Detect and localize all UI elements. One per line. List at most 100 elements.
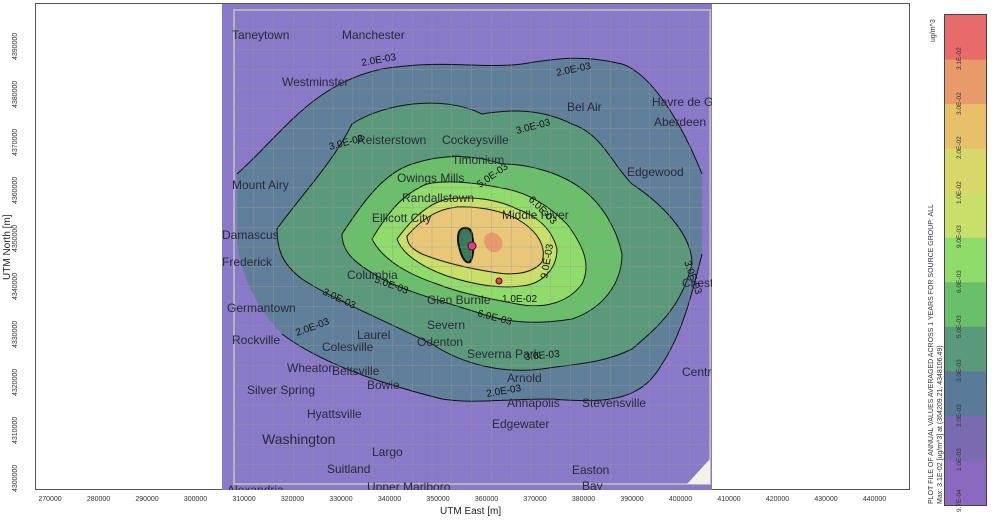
- place-label: Odenton: [417, 335, 463, 349]
- colorbar-unit: ug/m^3: [930, 19, 937, 42]
- concentration-map: Taneytown Manchester Westminster Bel Air Hav…: [222, 4, 712, 490]
- place-label: Annapolis: [507, 396, 560, 410]
- colorbar-segment: [945, 237, 986, 284]
- place-label: Owings Mills: [397, 171, 464, 185]
- place-label: Severn: [427, 318, 465, 332]
- place-label: Laurel: [357, 328, 390, 342]
- place-label: Rockville: [232, 333, 280, 347]
- x-tick-label: 400000: [668, 496, 693, 503]
- colorbar-segment: [945, 326, 986, 373]
- x-tick-label: 330000: [329, 496, 353, 503]
- place-label: Glen Burnie: [427, 293, 491, 307]
- grid: [233, 9, 710, 485]
- map-area[interactable]: Taneytown Manchester Westminster Bel Air Hav…: [222, 4, 712, 490]
- colorbar-segment: [945, 104, 986, 150]
- x-tick-label: 360000: [474, 496, 499, 503]
- x-tick-label: 300000: [183, 496, 208, 503]
- place-label: Silver Spring: [247, 383, 315, 397]
- place-label: Edgewood: [627, 165, 684, 179]
- place-label: Germantown: [227, 301, 296, 315]
- colorbar-level-label: 5.0E-03: [956, 314, 963, 338]
- place-label: Washington: [262, 431, 335, 447]
- colorbar: [944, 14, 987, 506]
- colorbar-level-label: 9.0E-03: [956, 225, 963, 249]
- colorbar-segment: [945, 415, 986, 462]
- colorbar-segment: [945, 148, 986, 195]
- x-tick-label: 270000: [38, 496, 62, 503]
- place-label: Bowie: [367, 378, 400, 392]
- contour-lines: [236, 57, 703, 402]
- place-label: Taneytown: [232, 28, 289, 42]
- y-tick-label: 4310000: [12, 416, 19, 444]
- place-label: Westminster: [282, 75, 348, 89]
- place-label: Edgewater: [492, 417, 549, 431]
- contour-2e-2: [483, 232, 503, 253]
- x-tick-label: 390000: [620, 496, 644, 503]
- contour-1e-2: [407, 206, 544, 274]
- x-axis-title: UTM East [m]: [440, 506, 502, 517]
- place-label: Hyattsville: [307, 407, 362, 421]
- colorbar-level-label: 3.0E-03: [956, 359, 963, 383]
- place-label: Aberdeen: [654, 115, 706, 129]
- y-tick-label: 4380000: [12, 80, 19, 108]
- max-point-marker[interactable]: [467, 241, 477, 251]
- x-tick-label: 370000: [523, 496, 547, 503]
- colorbar-level-label: 1.0E-02: [956, 181, 963, 204]
- x-tick-label: 350000: [426, 496, 450, 503]
- contour-3e-2: [456, 226, 475, 264]
- place-label: Havre de Grace: [652, 95, 712, 109]
- source-marker[interactable]: [495, 277, 503, 285]
- colorbar-level-label: 3.1E-02: [956, 47, 963, 70]
- place-label: Bel Air: [567, 100, 602, 114]
- y-tick-label: 4370000: [12, 128, 19, 156]
- place-label: Upper Marlboro: [367, 480, 451, 490]
- place-label: Mount Airy: [232, 178, 289, 192]
- x-tick-label: 420000: [765, 496, 790, 503]
- x-tick-label: 310000: [232, 496, 256, 503]
- x-tick-label: 290000: [135, 496, 159, 503]
- place-label: Ellicott City: [372, 211, 431, 225]
- contour-label: 1.0E-02: [502, 294, 537, 305]
- place-label: Reisterstown: [357, 133, 426, 147]
- x-tick-label: 320000: [280, 496, 305, 503]
- colorbar-caption: PLOT FILE OF ANNUAL VALUES AVERAGED ACRO…: [928, 204, 935, 504]
- colorbar-segment: [945, 193, 986, 239]
- y-tick-label: 4390000: [12, 32, 19, 60]
- place-label: Damascus: [222, 228, 279, 242]
- place-label: Bay: [582, 479, 603, 490]
- colorbar-level-label: 9.7E-04: [956, 489, 963, 512]
- place-label: Severna Park: [467, 347, 541, 361]
- map-corner: [687, 459, 710, 484]
- x-tick-label: 340000: [377, 496, 402, 503]
- colorbar-level-label: 2.0E-02: [956, 136, 963, 160]
- x-tick-label: 440000: [862, 496, 887, 503]
- place-label: Stevensville: [582, 396, 646, 410]
- place-label: Timonium: [452, 153, 504, 167]
- y-tick-label: 4340000: [12, 272, 19, 300]
- place-label: Largo: [372, 445, 403, 459]
- colorbar-level-label: 3.0E-02: [956, 91, 963, 115]
- place-label: Chester: [682, 276, 712, 290]
- place-label: Arnold: [507, 371, 542, 385]
- place-label: Easton: [572, 463, 609, 477]
- y-tick-label: 4320000: [12, 368, 19, 396]
- place-label: Suitland: [327, 462, 370, 476]
- colorbar-segment: [945, 371, 986, 417]
- colorbar-level-label: 6.0E-03: [956, 270, 963, 293]
- y-tick-label: 4360000: [12, 176, 19, 204]
- place-label: Frederick: [222, 255, 273, 269]
- colorbar-level-label: 2.0E-03: [956, 404, 963, 427]
- place-label: Alexandria: [227, 483, 284, 490]
- colorbar-scale: [945, 15, 986, 506]
- y-tick-label: 4330000: [12, 320, 19, 348]
- place-label: Middle River: [502, 208, 569, 222]
- place-label: Randallstown: [402, 191, 474, 205]
- colorbar-max-note: Max: 3.1E-02 [ug/m^3] at (364209.21, 434…: [937, 345, 944, 504]
- y-tick-label: 4350000: [12, 224, 19, 252]
- place-label: Centreville: [682, 365, 712, 379]
- x-tick-label: 410000: [717, 496, 741, 503]
- place-label: Manchester: [342, 28, 405, 42]
- x-tick-label: 430000: [814, 496, 838, 503]
- place-labels: Taneytown Manchester Westminster Bel Air Hav…: [222, 28, 712, 490]
- place-label: Beltsville: [332, 364, 380, 378]
